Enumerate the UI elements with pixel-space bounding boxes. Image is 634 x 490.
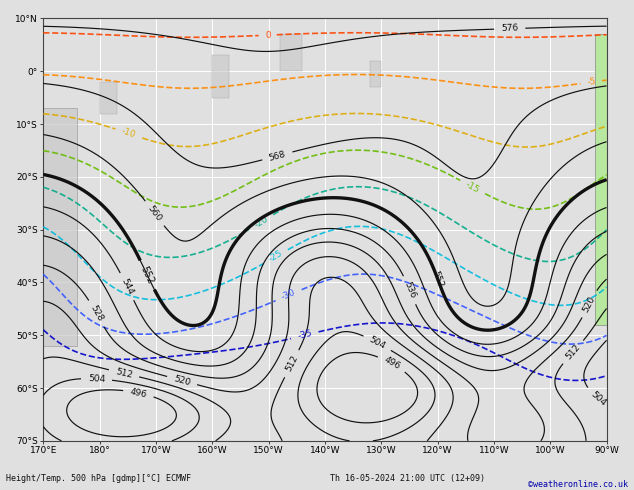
Text: 520: 520	[581, 294, 597, 314]
Bar	[280, 34, 302, 71]
Text: 552: 552	[430, 269, 445, 289]
Text: 504: 504	[87, 374, 105, 384]
Bar	[212, 55, 229, 98]
Text: 568: 568	[268, 149, 287, 163]
Bar	[100, 82, 117, 114]
Bar	[370, 61, 381, 87]
Text: -20: -20	[252, 214, 270, 230]
Text: 504: 504	[589, 390, 608, 408]
Text: -35: -35	[297, 329, 313, 342]
Text: 0: 0	[264, 30, 271, 40]
Text: -10: -10	[120, 127, 138, 140]
Text: 520: 520	[172, 374, 191, 387]
Bar	[595, 34, 612, 325]
Text: -5: -5	[586, 77, 597, 87]
Text: Height/Temp. 500 hPa [gdmp][°C] ECMWF: Height/Temp. 500 hPa [gdmp][°C] ECMWF	[6, 474, 191, 483]
Text: -25: -25	[267, 249, 284, 264]
Text: 544: 544	[119, 277, 135, 296]
Text: 512: 512	[564, 343, 582, 362]
Text: 512: 512	[284, 354, 300, 373]
Text: 536: 536	[402, 280, 417, 300]
Text: 576: 576	[501, 24, 519, 33]
Text: 560: 560	[146, 204, 164, 223]
Text: 504: 504	[368, 335, 387, 351]
Text: 496: 496	[129, 387, 148, 399]
Text: -15: -15	[464, 179, 481, 195]
Bar	[43, 108, 77, 346]
Text: 512: 512	[115, 367, 133, 380]
Text: ©weatheronline.co.uk: ©weatheronline.co.uk	[527, 480, 628, 489]
Text: 552: 552	[139, 265, 156, 286]
Text: 496: 496	[382, 355, 401, 371]
Text: -30: -30	[280, 288, 297, 302]
Text: 528: 528	[89, 304, 105, 323]
Text: Th 16-05-2024 21:00 UTC (12+09): Th 16-05-2024 21:00 UTC (12+09)	[330, 474, 484, 483]
